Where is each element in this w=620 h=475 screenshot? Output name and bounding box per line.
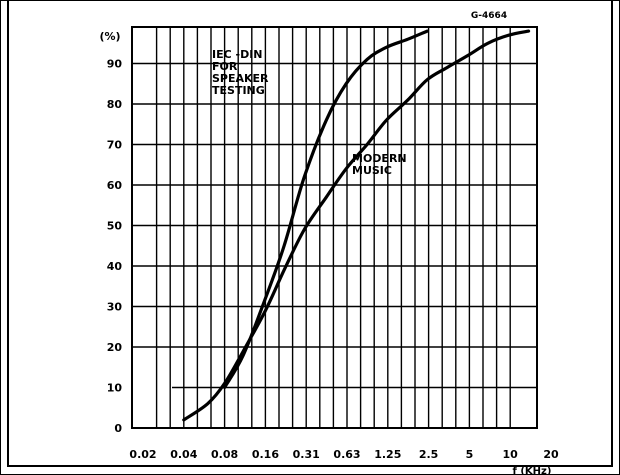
annotation-iec-din: IEC -DIN FOR SPEAKER TESTING	[212, 48, 272, 97]
annotation-modern-music: MODERN MUSIC	[352, 152, 410, 177]
series-line-iec-din	[223, 29, 429, 390]
x-tick-label: 2.5	[419, 448, 439, 461]
y-tick-label: 60	[107, 179, 123, 192]
y-tick-label: 30	[107, 301, 123, 314]
y-unit-label: (%)	[99, 30, 120, 43]
x-axis-label: f (KHz)	[513, 466, 552, 475]
x-tick-label: 0.04	[170, 448, 197, 461]
y-tick-labels: 0 10 20 30 40 50 60 70 80 90	[107, 58, 123, 436]
y-tick-label: 0	[114, 422, 122, 435]
plot-border	[131, 26, 538, 429]
y-tick-label: 50	[107, 220, 123, 233]
figure-code: G-4664	[471, 11, 507, 21]
x-tick-label: 1.25	[374, 448, 401, 461]
x-tick-label: 0.63	[333, 448, 360, 461]
x-tick-label: 10	[503, 448, 519, 461]
x-tick-label: 0.02	[129, 448, 156, 461]
frame-left-rule	[7, 0, 9, 466]
y-tick-label: 20	[107, 341, 123, 354]
chart-grid	[131, 26, 538, 429]
frame-right-rule	[611, 0, 613, 466]
series-line-modern-music	[182, 29, 531, 422]
x-tick-label: 0.16	[252, 448, 279, 461]
y-tick-label: 10	[107, 382, 123, 395]
x-tick-label: 5	[466, 448, 474, 461]
x-tick-label: 20	[543, 448, 559, 461]
x-tick-label: 0.08	[211, 448, 238, 461]
x-tick-label: 0.31	[293, 448, 320, 461]
y-tick-label: 80	[107, 98, 123, 111]
x-tick-labels: 0.02 0.04 0.08 0.16 0.31 0.63 1.25 2.5 5 10 20	[129, 448, 559, 461]
y-tick-label: 90	[107, 58, 123, 71]
chart-curves	[182, 29, 531, 422]
y-tick-label: 40	[107, 260, 123, 273]
frame-bottom-rule	[7, 465, 613, 467]
y-tick-label: 70	[107, 139, 123, 152]
